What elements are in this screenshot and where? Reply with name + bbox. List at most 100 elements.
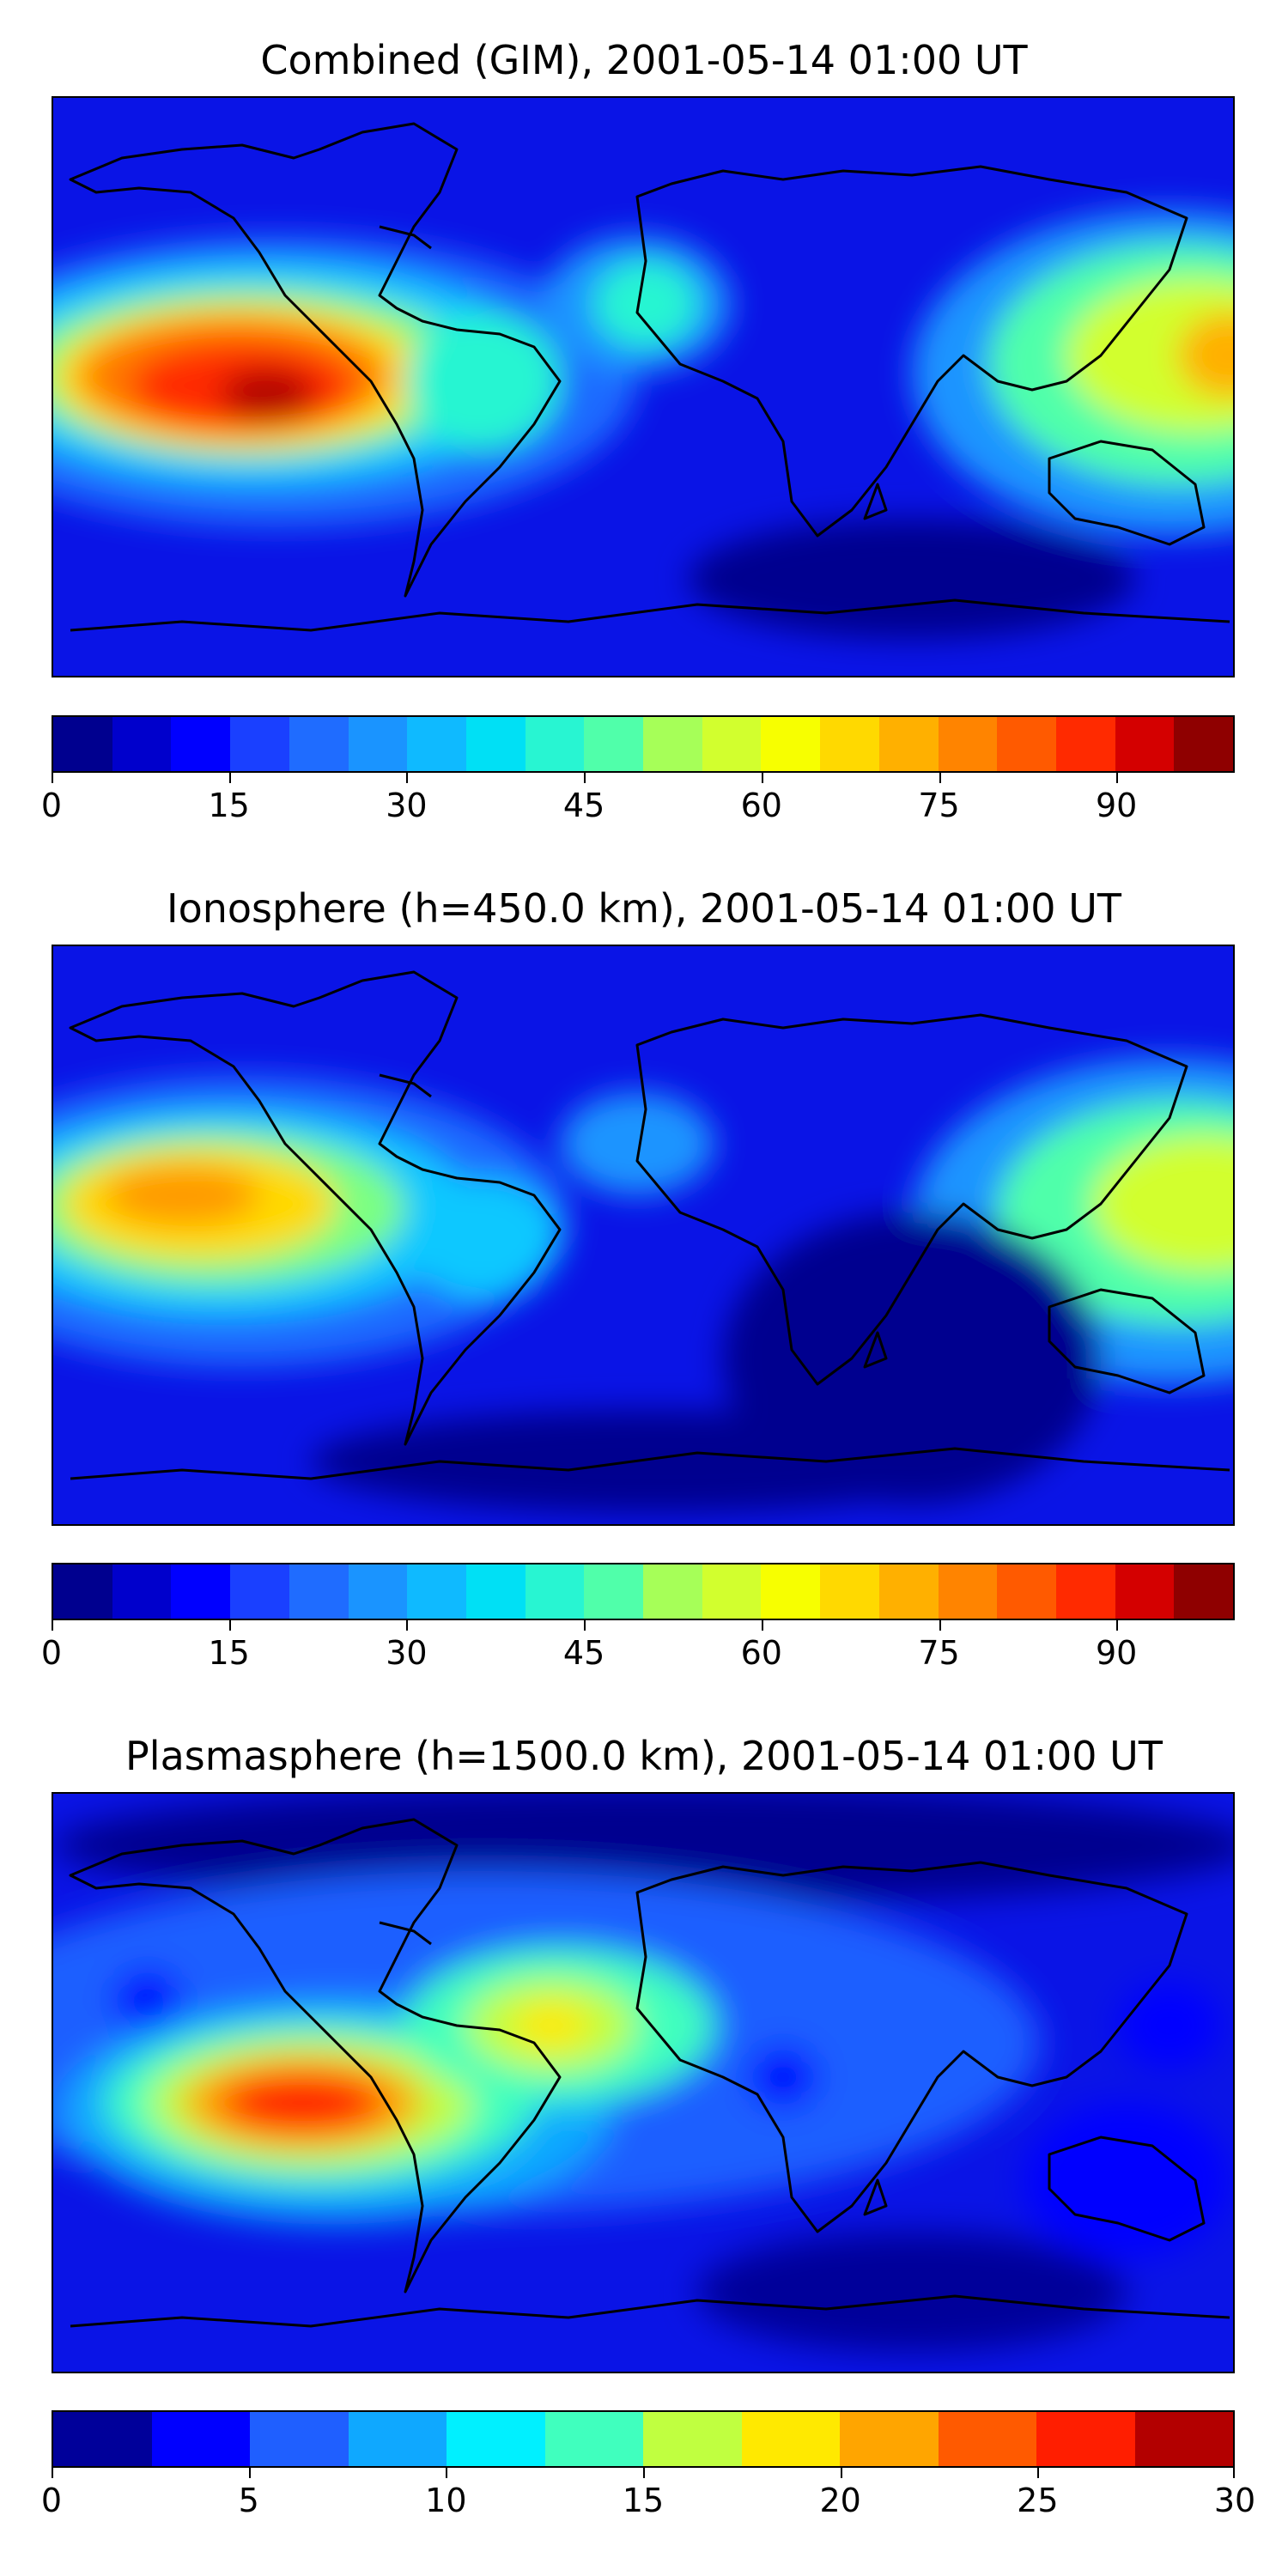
- colorbar-tick: [52, 771, 53, 783]
- colorbar-tick: [52, 2466, 53, 2478]
- colorbar-1-level: [1115, 717, 1175, 771]
- colorbar-1-level: [289, 717, 349, 771]
- colorbar-tick: [761, 1619, 763, 1631]
- colorbar-1-level: [643, 717, 702, 771]
- colorbar-3-level: [741, 2412, 840, 2466]
- colorbar-tick: [228, 1619, 231, 1631]
- panel-1-title: Combined (GIM), 2001-05-14 01:00 UT: [260, 37, 1028, 83]
- colorbar-tick: [939, 771, 941, 783]
- colorbar-1-level: [1174, 717, 1234, 771]
- colorbar-tick: [1116, 771, 1119, 783]
- colorbar-1-level: [702, 717, 762, 771]
- colorbar-tick: [584, 771, 586, 783]
- colorbar-1-level: [1055, 717, 1115, 771]
- colorbar-2-level: [112, 1564, 172, 1619]
- colorbar-tick-label: 10: [425, 2482, 467, 2519]
- colorbar-tick: [248, 2466, 251, 2478]
- colorbar-tick: [584, 1619, 586, 1631]
- colorbar-1-level: [761, 717, 821, 771]
- colorbar-1-level: [53, 717, 112, 771]
- colorbar-2: [52, 1563, 1235, 1620]
- colorbar-tick-label: 90: [1096, 1634, 1138, 1672]
- colorbar-2-level: [938, 1564, 998, 1619]
- colorbar-1-level: [997, 717, 1056, 771]
- colorbar-tick: [1233, 2466, 1235, 2478]
- colorbar-tick: [52, 1619, 53, 1631]
- colorbar-tick: [406, 771, 409, 783]
- colorbar-2-level: [465, 1564, 526, 1619]
- colorbar-tick: [1116, 1619, 1119, 1631]
- colorbar-tick: [446, 2466, 448, 2478]
- colorbar-2-ticks: 0 15 30 45 60 75 90: [41, 1619, 1235, 1672]
- colorbar-tick: [406, 1619, 409, 1631]
- colorbar-tick-label: 30: [386, 787, 428, 824]
- colorbar-1-level: [407, 717, 466, 771]
- colorbar-1-level: [112, 717, 172, 771]
- colorbar-2-level: [643, 1564, 702, 1619]
- colorbar-2-level: [53, 1564, 112, 1619]
- colorbar-1-level: [584, 717, 644, 771]
- map-plasmasphere: [52, 1792, 1235, 2373]
- colorbar-tick: [643, 2466, 645, 2478]
- colorbar-tick: [1037, 2466, 1040, 2478]
- colorbar-2-level: [525, 1564, 585, 1619]
- colorbar-2-level: [878, 1564, 939, 1619]
- colorbar-2-level: [171, 1564, 231, 1619]
- colorbar-tick-label: 75: [918, 787, 960, 824]
- colorbar-3-level: [840, 2412, 939, 2466]
- colorbar-2-level: [702, 1564, 762, 1619]
- colorbar-2-level: [230, 1564, 289, 1619]
- colorbar-tick-label: 25: [1017, 2482, 1059, 2519]
- colorbar-2-level: [1174, 1564, 1234, 1619]
- colorbar-3-level: [938, 2412, 1036, 2466]
- colorbar-tick-label: 60: [740, 787, 782, 824]
- colorbar-3: [52, 2410, 1235, 2468]
- colorbar-tick-label: 30: [386, 1634, 428, 1672]
- colorbar-3-level: [348, 2412, 447, 2466]
- colorbar-1-level: [230, 717, 289, 771]
- colorbar-3-level: [250, 2412, 349, 2466]
- colorbar-2-level: [348, 1564, 408, 1619]
- colorbar-2-level: [584, 1564, 644, 1619]
- colorbar-2-level: [1115, 1564, 1175, 1619]
- colorbar-1-level: [938, 717, 998, 771]
- colorbar-tick: [761, 771, 763, 783]
- colorbar-tick-label: 15: [208, 787, 250, 824]
- colorbar-tick-label: 15: [208, 1634, 250, 1672]
- colorbar-tick-label: 15: [622, 2482, 665, 2519]
- colorbar-2-level: [820, 1564, 879, 1619]
- colorbar-2-level: [407, 1564, 466, 1619]
- colorbar-3-level: [643, 2412, 742, 2466]
- colorbar-1-level: [171, 717, 231, 771]
- colorbar-tick-label: 45: [562, 1634, 605, 1672]
- colorbar-3-level: [151, 2412, 250, 2466]
- colorbar-tick-label: 75: [918, 1634, 960, 1672]
- panel-2-title: Ionosphere (h=450.0 km), 2001-05-14 01:0…: [167, 885, 1121, 932]
- colorbar-2-level: [1055, 1564, 1115, 1619]
- map-combined-gim: [52, 96, 1235, 677]
- colorbar-3-level: [544, 2412, 643, 2466]
- colorbar-3-level: [447, 2412, 545, 2466]
- colorbar-tick-label: 90: [1096, 787, 1138, 824]
- colorbar-tick-label: 0: [40, 787, 63, 824]
- colorbar-1-ticks: 0 15 30 45 60 75 90: [41, 771, 1235, 824]
- colorbar-tick-label: 30: [1213, 2482, 1256, 2519]
- colorbar-tick: [228, 771, 231, 783]
- colorbar-tick-label: 5: [238, 2482, 259, 2519]
- colorbar-2-level: [289, 1564, 349, 1619]
- colorbar-1-level: [525, 717, 585, 771]
- colorbar-3-level: [1134, 2412, 1233, 2466]
- colorbar-1-level: [465, 717, 526, 771]
- colorbar-2-level: [997, 1564, 1056, 1619]
- colorbar-1: [52, 715, 1235, 773]
- colorbar-tick-label: 20: [819, 2482, 861, 2519]
- colorbar-3-level: [1036, 2412, 1135, 2466]
- colorbar-tick-label: 45: [562, 787, 605, 824]
- colorbar-tick-label: 0: [40, 2482, 63, 2519]
- colorbar-tick: [939, 1619, 941, 1631]
- map-ionosphere: [52, 945, 1235, 1526]
- colorbar-tick: [840, 2466, 842, 2478]
- colorbar-tick-label: 0: [40, 1634, 63, 1672]
- panel-3-title: Plasmasphere (h=1500.0 km), 2001-05-14 0…: [125, 1733, 1163, 1779]
- colorbar-3-ticks: 0 5 10 15 20 25 30: [41, 2466, 1255, 2519]
